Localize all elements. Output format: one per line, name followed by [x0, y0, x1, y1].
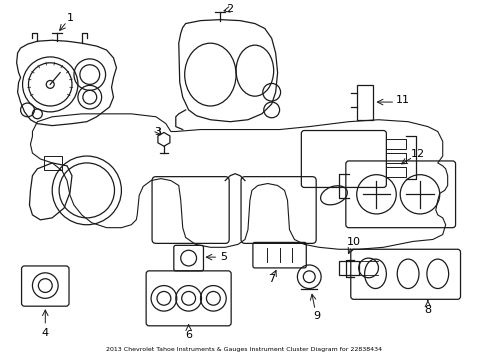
Bar — [386, 139, 406, 149]
Text: 2013 Chevrolet Tahoe Instruments & Gauges Instrument Cluster Diagram for 2283843: 2013 Chevrolet Tahoe Instruments & Gauge… — [106, 347, 381, 352]
Text: 1: 1 — [66, 13, 73, 23]
Text: 3: 3 — [154, 126, 161, 136]
Text: 8: 8 — [424, 305, 430, 315]
Text: 4: 4 — [41, 328, 49, 338]
Text: 11: 11 — [395, 95, 409, 105]
Text: 12: 12 — [410, 149, 424, 159]
Bar — [386, 167, 406, 177]
Text: 9: 9 — [313, 311, 320, 321]
Text: 10: 10 — [346, 237, 360, 247]
Text: 6: 6 — [185, 330, 192, 339]
Text: 2: 2 — [226, 4, 233, 14]
Text: 7: 7 — [267, 274, 275, 284]
Text: 5: 5 — [220, 252, 227, 262]
Bar — [356, 85, 372, 120]
Bar — [44, 156, 62, 170]
Bar — [338, 261, 358, 275]
Bar — [386, 153, 406, 163]
